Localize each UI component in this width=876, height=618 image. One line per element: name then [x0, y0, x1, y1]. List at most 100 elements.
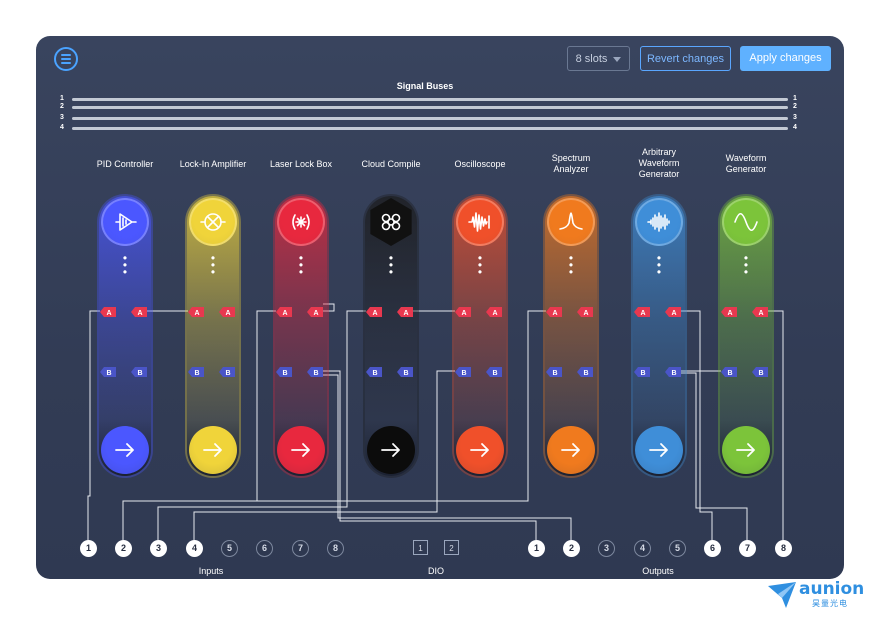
dio-connector[interactable]: 2: [444, 540, 459, 555]
more-options-icon[interactable]: • • •: [743, 251, 749, 279]
input-port-a[interactable]: A: [188, 305, 204, 317]
output-port-a[interactable]: A: [219, 305, 235, 317]
input-port-b[interactable]: B: [721, 365, 737, 377]
spectrum-peak-icon[interactable]: [547, 198, 595, 246]
input-port-a[interactable]: A: [721, 305, 737, 317]
port-letter: A: [461, 310, 466, 317]
input-port-a[interactable]: A: [100, 305, 116, 317]
output-port-b[interactable]: B: [486, 365, 502, 377]
port-letter: A: [225, 310, 230, 317]
sine-wave-icon[interactable]: [722, 198, 770, 246]
input-connector[interactable]: 6: [256, 540, 273, 557]
output-port-a[interactable]: A: [307, 305, 323, 317]
crossed-circle-icon[interactable]: [189, 198, 237, 246]
input-port-a[interactable]: A: [366, 305, 382, 317]
output-connector[interactable]: 2: [563, 540, 580, 557]
input-port-b[interactable]: B: [100, 365, 116, 377]
output-connector[interactable]: 7: [739, 540, 756, 557]
output-connector[interactable]: 4: [634, 540, 651, 557]
waveform-burst-icon[interactable]: [456, 198, 504, 246]
input-port-b[interactable]: B: [366, 365, 382, 377]
output-connector[interactable]: 3: [598, 540, 615, 557]
output-port-b[interactable]: B: [131, 365, 147, 377]
input-port-b[interactable]: B: [188, 365, 204, 377]
input-port-b[interactable]: B: [546, 365, 562, 377]
input-port-a[interactable]: A: [455, 305, 471, 317]
port-letter: A: [106, 310, 111, 317]
input-connector[interactable]: 1: [80, 540, 97, 557]
input-port-a[interactable]: A: [276, 305, 292, 317]
arrow-right-icon[interactable]: [547, 426, 595, 474]
output-port-a[interactable]: A: [486, 305, 502, 317]
routing-wire: [131, 310, 546, 502]
input-connector[interactable]: 2: [115, 540, 132, 557]
routing-wire: [157, 310, 366, 540]
more-options-icon[interactable]: • • •: [298, 251, 304, 279]
input-port-a[interactable]: A: [546, 305, 562, 317]
instrument-label: PID Controller: [96, 159, 154, 169]
signal-bus-line: [72, 127, 788, 130]
port-letter: B: [282, 370, 287, 377]
output-port-b[interactable]: B: [665, 365, 681, 377]
port-letter: A: [372, 310, 377, 317]
revert-changes-button[interactable]: Revert changes: [640, 46, 731, 71]
output-port-a[interactable]: A: [752, 305, 768, 317]
input-connector[interactable]: 7: [292, 540, 309, 557]
apply-changes-button[interactable]: Apply changes: [740, 46, 831, 71]
arrow-right-icon[interactable]: [722, 426, 770, 474]
output-port-a[interactable]: A: [397, 305, 413, 317]
output-port-b[interactable]: B: [752, 365, 768, 377]
more-options-icon[interactable]: • • •: [477, 251, 483, 279]
output-port-a[interactable]: A: [131, 305, 147, 317]
port-letter: B: [461, 370, 466, 377]
dio-connector[interactable]: 1: [413, 540, 428, 555]
input-connector[interactable]: 3: [150, 540, 167, 557]
input-port-a[interactable]: A: [634, 305, 650, 317]
port-letter: A: [727, 310, 732, 317]
moku-configuration-panel: [36, 36, 844, 579]
output-port-b[interactable]: B: [577, 365, 593, 377]
slots-dropdown[interactable]: 8 slots: [567, 46, 630, 71]
output-connector[interactable]: 1: [528, 540, 545, 557]
output-port-a[interactable]: A: [577, 305, 593, 317]
input-port-b[interactable]: B: [276, 365, 292, 377]
arrow-right-icon[interactable]: [456, 426, 504, 474]
input-port-b[interactable]: B: [455, 365, 471, 377]
outputs-label: Outputs: [642, 566, 674, 576]
output-connector[interactable]: 5: [669, 540, 686, 557]
bus-number-left: 3: [60, 114, 64, 121]
port-letter: B: [225, 370, 230, 377]
arrow-right-icon[interactable]: [189, 426, 237, 474]
arbitrary-wave-icon[interactable]: [635, 198, 683, 246]
routing-wire: [323, 374, 572, 540]
more-options-icon[interactable]: • • •: [568, 251, 574, 279]
output-port-b[interactable]: B: [219, 365, 235, 377]
hamburger-menu-icon[interactable]: [54, 47, 78, 71]
arrow-right-icon[interactable]: [635, 426, 683, 474]
output-port-b[interactable]: B: [307, 365, 323, 377]
output-connector[interactable]: 8: [775, 540, 792, 557]
more-options-icon[interactable]: • • •: [122, 251, 128, 279]
arrow-right-icon[interactable]: [367, 426, 415, 474]
input-port-b[interactable]: B: [634, 365, 650, 377]
chevron-down-icon: [613, 56, 622, 62]
bus-number-right: 3: [793, 114, 797, 121]
brand-subtitle: 昊量光电: [812, 599, 848, 608]
output-connector[interactable]: 6: [704, 540, 721, 557]
arrow-right-icon[interactable]: [101, 426, 149, 474]
laser-burst-icon[interactable]: [277, 198, 325, 246]
port-letter: B: [194, 370, 199, 377]
output-port-a[interactable]: A: [665, 305, 681, 317]
more-options-icon[interactable]: • • •: [656, 251, 662, 279]
arrow-right-icon[interactable]: [277, 426, 325, 474]
amplifier-triangle-icon[interactable]: [101, 198, 149, 246]
instrument-label: Laser Lock Box: [269, 159, 333, 169]
slots-value: 8 slots: [575, 53, 608, 65]
output-port-b[interactable]: B: [397, 365, 413, 377]
input-connector[interactable]: 5: [221, 540, 238, 557]
input-connector[interactable]: 4: [186, 540, 203, 557]
input-connector[interactable]: 8: [327, 540, 344, 557]
instrument-label: Lock-In Amplifier: [179, 159, 247, 169]
more-options-icon[interactable]: • • •: [210, 251, 216, 279]
more-options-icon[interactable]: • • •: [388, 251, 394, 279]
